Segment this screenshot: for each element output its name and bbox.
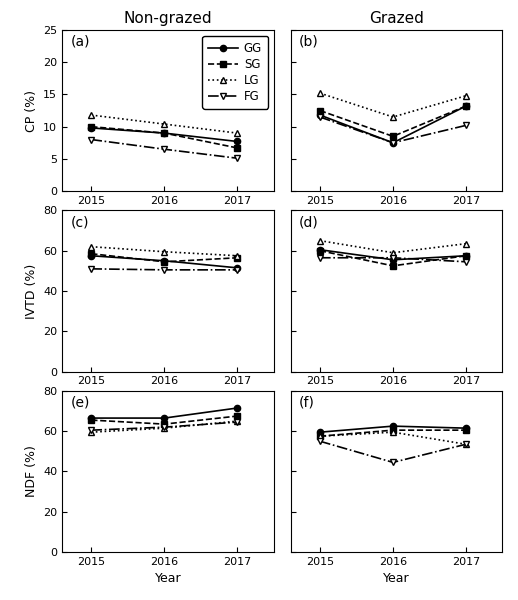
Legend: GG, SG, LG, FG: GG, SG, LG, FG [203, 36, 268, 109]
Y-axis label: CP (%): CP (%) [25, 89, 38, 131]
Text: (b): (b) [299, 35, 319, 49]
X-axis label: Year: Year [383, 572, 410, 586]
X-axis label: Year: Year [155, 572, 181, 586]
Y-axis label: IVTD (%): IVTD (%) [25, 263, 38, 319]
Text: (f): (f) [299, 396, 315, 410]
Text: (a): (a) [70, 35, 90, 49]
Title: Non-grazed: Non-grazed [124, 11, 212, 26]
Y-axis label: NDF (%): NDF (%) [25, 446, 38, 497]
Text: (d): (d) [299, 215, 319, 229]
Text: (c): (c) [70, 215, 89, 229]
Title: Grazed: Grazed [369, 11, 424, 26]
Text: (e): (e) [70, 396, 90, 410]
